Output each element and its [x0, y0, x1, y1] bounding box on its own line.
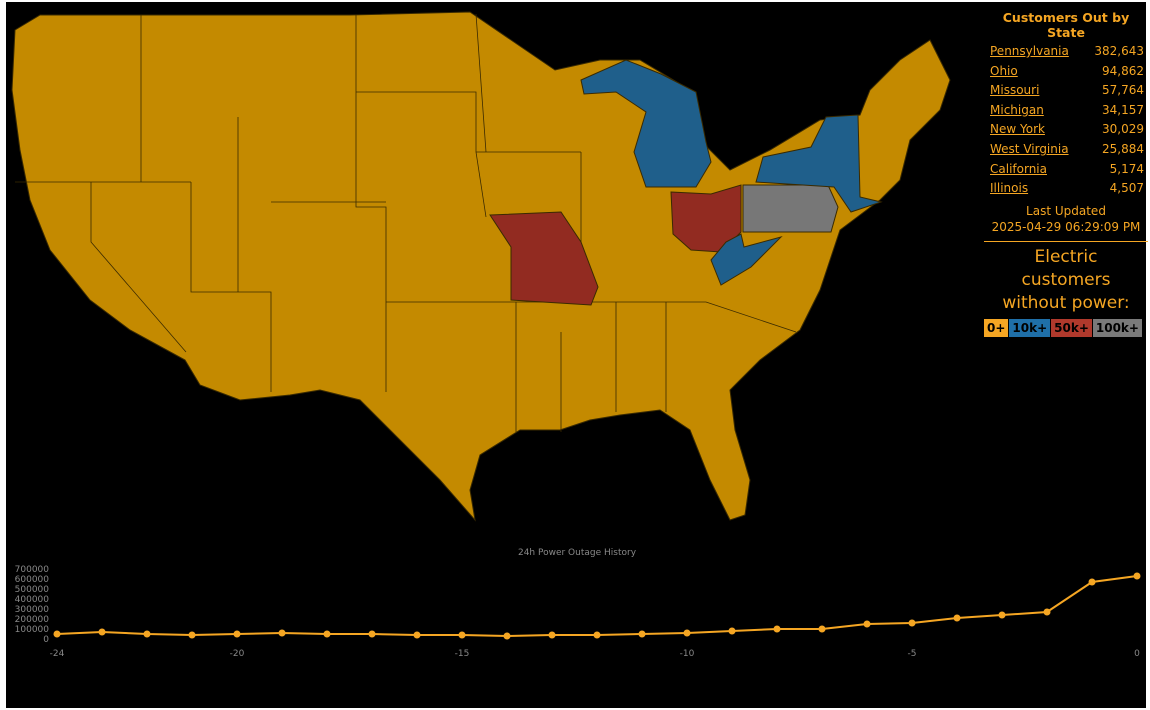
data-point	[143, 630, 151, 638]
data-point	[773, 625, 781, 633]
outage-chart: 24h Power Outage History 010000020000030…	[15, 548, 1141, 659]
data-point	[323, 630, 331, 638]
sidebar-title: Customers Out by State	[1002, 10, 1130, 40]
data-point	[98, 628, 106, 636]
y-tick-label: 600000	[15, 575, 50, 585]
data-point	[1133, 572, 1141, 580]
state-list: Pennsylvania 382,643 Ohio 94,862 Missouri 57,…	[984, 44, 1148, 201]
series-line	[56, 575, 1138, 638]
data-point	[728, 627, 736, 635]
x-tick-label: -20	[230, 649, 245, 659]
data-point	[548, 631, 556, 639]
y-tick-label: 300000	[15, 605, 50, 615]
state-row: Ohio 94,862	[984, 64, 1148, 84]
state-count: 94,862	[1102, 63, 1144, 78]
legend-item: 0+	[984, 318, 1009, 337]
legend: 0+ 10k+ 50k+ 100k+	[984, 318, 1148, 337]
state-link[interactable]: Ohio	[990, 63, 1018, 78]
state-count: 382,643	[1094, 44, 1144, 58]
state-pennsylvania	[742, 184, 839, 233]
state-link[interactable]: New York	[990, 122, 1045, 137]
state-count: 4,507	[1109, 181, 1144, 196]
state-new-york	[755, 114, 883, 213]
y-tick-label: 400000	[15, 595, 50, 605]
divider	[984, 240, 1148, 242]
state-row: California 5,174	[984, 162, 1148, 182]
state-west-virginia	[710, 233, 783, 286]
state-michigan	[580, 59, 712, 188]
state-count: 25,884	[1102, 141, 1144, 156]
data-point	[683, 629, 691, 637]
y-tick-label: 200000	[15, 615, 50, 625]
state-link[interactable]: Michigan	[990, 102, 1044, 117]
y-tick-label: 700000	[15, 565, 50, 575]
data-point	[1043, 608, 1051, 616]
legend-item: 10k+	[1009, 318, 1051, 337]
data-point	[53, 630, 61, 638]
data-point	[233, 630, 241, 638]
legend-item: 100k+	[1092, 318, 1142, 337]
state-borders	[15, 13, 797, 432]
legend-title: Electric customers without power:	[1002, 246, 1130, 313]
legend-item: 50k+	[1051, 318, 1092, 337]
state-missouri	[489, 211, 599, 306]
data-point	[278, 629, 286, 637]
state-row: West Virginia 25,884	[984, 142, 1148, 162]
data-point	[413, 631, 421, 639]
state-link[interactable]: Illinois	[990, 181, 1029, 196]
data-point	[593, 631, 601, 639]
chart-title: 24h Power Outage History	[518, 548, 637, 558]
sidebar: Customers Out by State Pennsylvania 382,6…	[984, 10, 1148, 337]
data-point	[188, 631, 196, 639]
state-row: Pennsylvania 382,643	[984, 44, 1148, 64]
us-map	[11, 11, 951, 522]
last-updated-label: Last Updated	[1026, 203, 1106, 218]
us-outline	[11, 11, 951, 522]
state-count: 5,174	[1109, 161, 1144, 176]
state-row: Michigan 34,157	[984, 103, 1148, 123]
data-point	[368, 630, 376, 638]
data-point	[998, 611, 1006, 619]
x-tick-label: 0	[1134, 649, 1140, 659]
data-point	[503, 632, 511, 640]
state-count: 57,764	[1102, 83, 1144, 98]
data-point	[908, 619, 916, 627]
dashboard: Customers Out by State Pennsylvania 382,6…	[6, 2, 1148, 708]
state-row: New York 30,029	[984, 122, 1148, 142]
state-link[interactable]: California	[990, 161, 1047, 176]
state-link[interactable]: Pennsylvania	[990, 44, 1069, 58]
data-point	[1088, 578, 1096, 586]
data-point	[458, 631, 466, 639]
last-updated: 2025-04-29 06:29:09 PM	[991, 219, 1141, 234]
state-count: 34,157	[1102, 102, 1144, 117]
state-link[interactable]: West Virginia	[990, 141, 1069, 156]
y-tick-label: 500000	[15, 585, 50, 595]
state-count: 30,029	[1102, 122, 1144, 137]
y-tick-label: 0	[43, 635, 49, 645]
data-point	[638, 630, 646, 638]
data-point	[953, 614, 961, 622]
state-row: Illinois 4,507	[984, 181, 1148, 201]
x-tick-label: -5	[908, 649, 917, 659]
state-link[interactable]: Missouri	[990, 83, 1040, 98]
x-tick-label: -15	[455, 649, 470, 659]
x-tick-label: -10	[680, 649, 695, 659]
y-tick-label: 100000	[15, 625, 50, 635]
data-point	[818, 625, 826, 633]
data-point	[863, 620, 871, 628]
x-tick-label: -24	[50, 649, 65, 659]
state-row: Missouri 57,764	[984, 83, 1148, 103]
